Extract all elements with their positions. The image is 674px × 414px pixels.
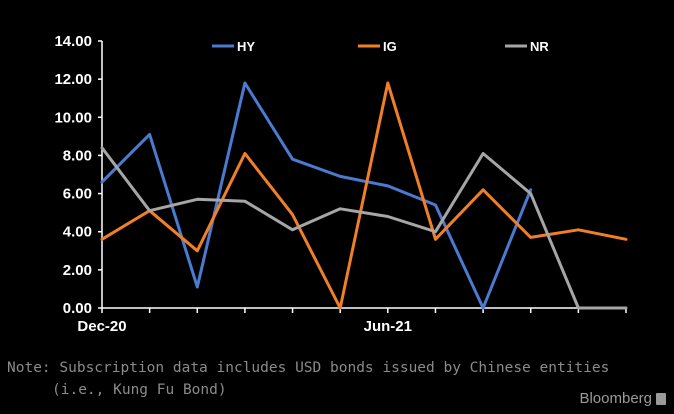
legend-label-nr: NR [530, 39, 549, 54]
footnote-line-2: (i.e., Kung Fu Bond) [52, 382, 227, 398]
y-tick-label: 8.00 [63, 147, 92, 164]
series-line-hy [100, 81, 533, 310]
y-tick-label: 6.00 [63, 186, 92, 203]
y-tick-label: 2.00 [63, 262, 92, 279]
legend-label-hy: HY [237, 39, 255, 54]
brand-logo: Bloomberg [579, 390, 666, 407]
y-tick-label: 4.00 [63, 224, 92, 241]
y-tick-label: 12.00 [54, 71, 92, 88]
series-line-ig [100, 81, 628, 310]
bloomberg-mark-icon [656, 392, 666, 405]
footnote: Note: Subscription data includes USD bon… [7, 357, 609, 401]
y-tick-label: 10.00 [54, 109, 92, 126]
line-chart: 0.00 2.00 4.00 6.00 8.00 10.00 12.00 14.00 Dec-2… [54, 33, 628, 335]
axes: 0.00 2.00 4.00 6.00 8.00 10.00 12.00 14.00 Dec-2… [54, 33, 627, 335]
series-lines [100, 81, 628, 310]
legend: HY IG NR [212, 39, 549, 54]
y-tick-label: 0.00 [63, 300, 92, 317]
legend-label-ig: IG [383, 39, 397, 54]
y-tick-label: 14.00 [54, 33, 92, 50]
x-tick-label: Jun-21 [364, 318, 412, 335]
x-tick-label: Dec-20 [77, 318, 126, 335]
footnote-line-1: Note: Subscription data includes USD bon… [7, 360, 610, 376]
series-line-nr [100, 146, 628, 310]
brand-name: Bloomberg [579, 390, 652, 407]
